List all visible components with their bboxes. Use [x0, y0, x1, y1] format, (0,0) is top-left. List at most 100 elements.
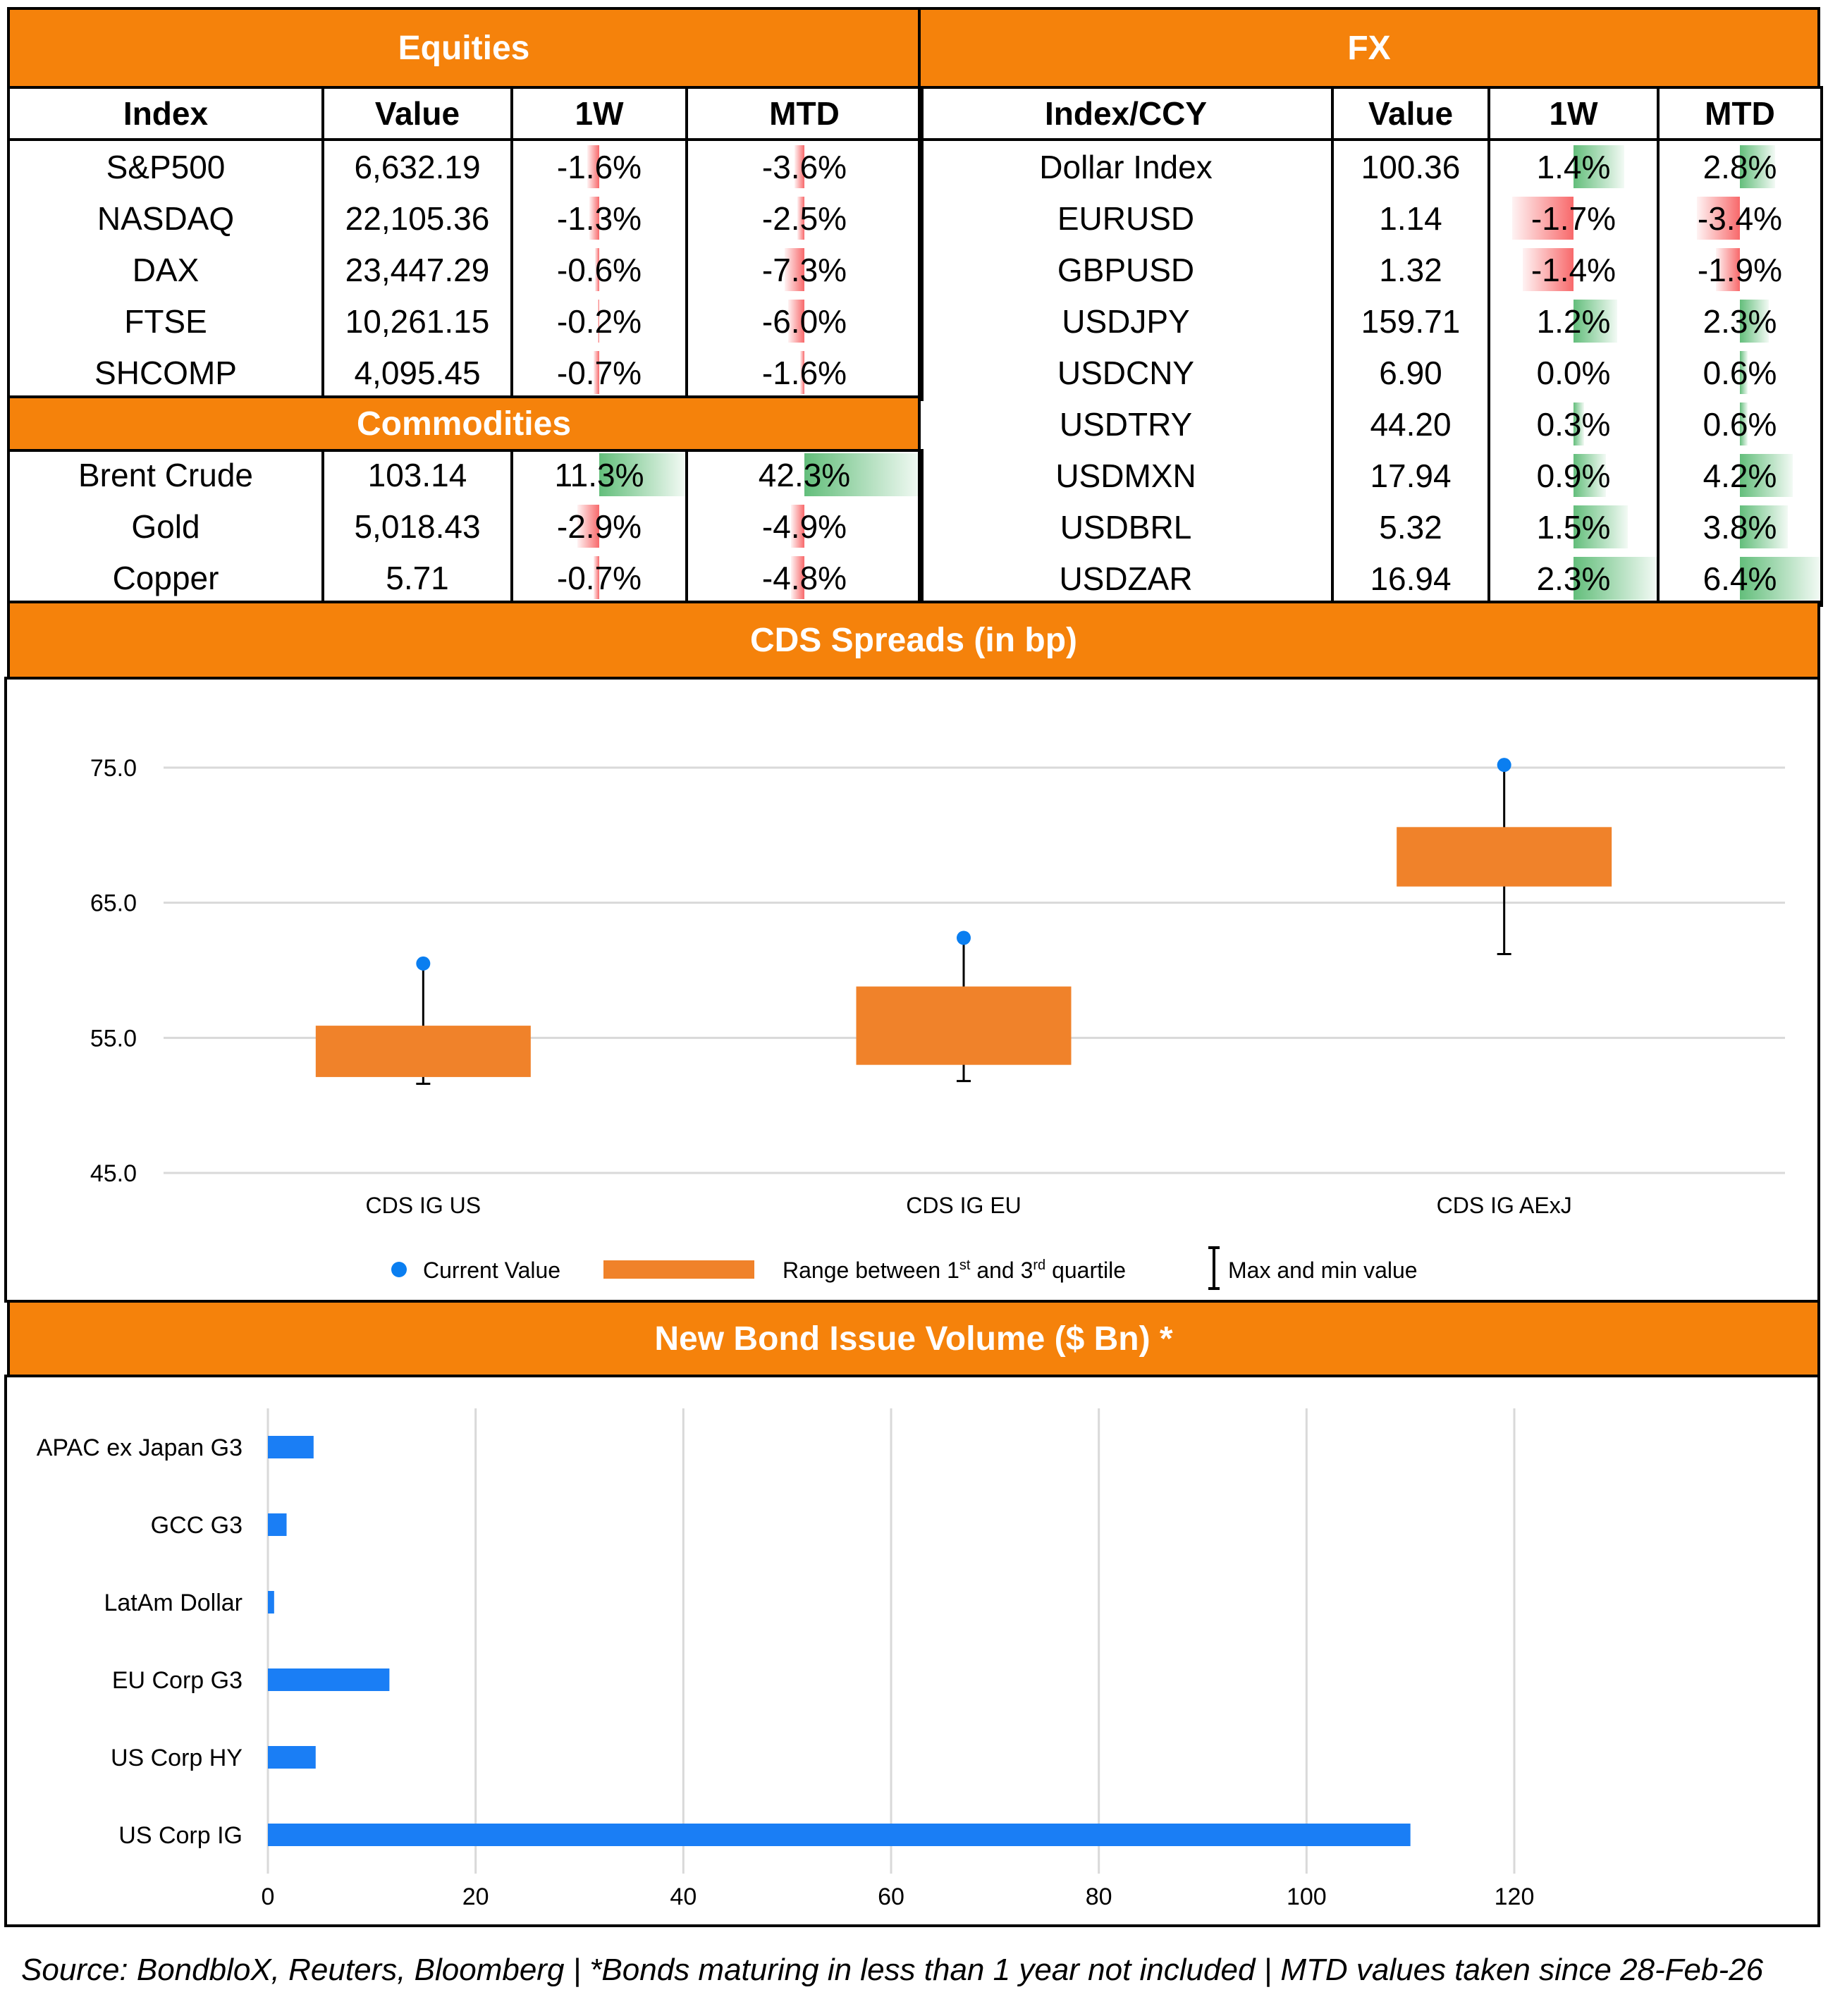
legend-range-part: st	[959, 1258, 971, 1273]
equities-title: Equities	[398, 29, 530, 67]
change-1w-databar	[1574, 505, 1628, 548]
change-mtd-databar	[794, 145, 804, 188]
table-row: Brent Crude 103.14 11.3% 42.3%	[7, 449, 924, 500]
change-1w-databar	[594, 351, 599, 394]
change-1w-value: 11.3%	[554, 456, 644, 493]
change-mtd-value: 2.8%	[1703, 148, 1777, 185]
row-mtd: 0.6%	[1657, 347, 1823, 398]
change-1w-databar	[599, 453, 685, 496]
row-name: USDBRL	[918, 501, 1334, 553]
quartile-box	[315, 1026, 531, 1077]
row-mtd: -2.5%	[685, 192, 924, 244]
change-mtd-databar	[1716, 248, 1740, 291]
change-mtd-databar	[787, 300, 804, 343]
table-row: SHCOMP 4,095.45 -0.7% -1.6%	[7, 347, 924, 401]
row-mtd: -4.8%	[685, 552, 924, 606]
change-1w-databar	[577, 505, 599, 548]
x-category-label: CDS IG EU	[906, 1193, 1022, 1218]
volume-bar	[268, 1513, 287, 1536]
row-name: EURUSD	[918, 192, 1334, 244]
legend-range-part: rd	[1033, 1258, 1045, 1273]
row-name: Brent Crude	[7, 449, 324, 500]
row-1w: -0.6%	[510, 244, 688, 295]
change-mtd-value: -4.9%	[761, 508, 847, 545]
quartile-box	[1397, 827, 1612, 887]
row-value: 4,095.45	[321, 347, 513, 401]
fx-table: Index/CCY Value 1W MTD Dollar Index 100.3…	[918, 86, 1823, 607]
change-1w-value: -2.9%	[556, 508, 642, 545]
x-tick-label: 120	[1495, 1883, 1535, 1910]
x-tick-label: 40	[670, 1883, 697, 1910]
row-mtd: -1.9%	[1657, 244, 1823, 295]
row-value: 6,632.19	[321, 140, 513, 192]
volume-bar	[268, 1591, 274, 1614]
row-name: S&P500	[7, 140, 324, 192]
change-1w-value: -0.6%	[556, 251, 642, 288]
volume-bar	[268, 1668, 390, 1691]
change-mtd-databar	[799, 351, 804, 394]
row-1w: 2.3%	[1487, 553, 1660, 607]
volume-bar	[268, 1746, 316, 1769]
row-1w: 1.2%	[1487, 295, 1660, 347]
row-name: DAX	[7, 244, 324, 295]
row-value: 1.32	[1331, 244, 1490, 295]
row-mtd: -6.0%	[685, 295, 924, 347]
y-tick-label: 75.0	[90, 755, 137, 782]
current-value-dot	[416, 956, 431, 971]
table-row: USDZAR 16.94 2.3% 6.4%	[918, 553, 1823, 607]
change-1w-value: -1.7%	[1531, 199, 1617, 237]
change-mtd-databar	[1697, 197, 1740, 240]
row-name: USDJPY	[918, 295, 1334, 347]
change-1w-value: -0.2%	[556, 302, 642, 340]
change-1w-databar	[1574, 454, 1607, 497]
row-mtd: 0.6%	[1657, 398, 1823, 450]
change-1w-databar	[594, 556, 599, 599]
row-1w: 0.3%	[1487, 398, 1660, 450]
row-name: USDCNY	[918, 347, 1334, 398]
table-row: DAX 23,447.29 -0.6% -7.3%	[7, 244, 924, 295]
change-1w-value: -0.7%	[556, 559, 642, 596]
row-mtd: 2.8%	[1657, 140, 1823, 192]
row-1w: 1.4%	[1487, 140, 1660, 192]
row-1w: 1.5%	[1487, 501, 1660, 553]
legend-range-marker	[603, 1260, 754, 1279]
y-category-label: EU Corp G3	[112, 1667, 243, 1694]
row-value: 16.94	[1331, 553, 1490, 607]
change-1w-databar	[1523, 248, 1574, 291]
change-1w-value: -1.3%	[556, 199, 642, 237]
change-1w-databar	[594, 248, 599, 291]
row-name: USDMXN	[918, 450, 1334, 501]
row-value: 23,447.29	[321, 244, 513, 295]
change-mtd-value: -6.0%	[761, 302, 847, 340]
y-category-label: APAC ex Japan G3	[37, 1434, 243, 1461]
change-1w-databar	[589, 197, 599, 240]
change-mtd-databar	[790, 505, 804, 548]
change-mtd-value: 3.8%	[1703, 508, 1777, 546]
col-header-1w: 1W	[510, 86, 688, 141]
y-category-label: LatAm Dollar	[104, 1590, 243, 1616]
equities-table: Index Value 1W MTD S&P500 6,632.19 -1.6% -3…	[7, 86, 924, 401]
change-mtd-databar	[1740, 351, 1748, 394]
row-1w: 11.3%	[510, 449, 688, 500]
row-1w: 0.0%	[1487, 347, 1660, 398]
row-mtd: -3.6%	[685, 140, 924, 192]
change-mtd-value: -4.8%	[761, 559, 847, 596]
change-mtd-value: -7.3%	[761, 251, 847, 288]
change-1w-value: 1.5%	[1536, 508, 1611, 546]
change-mtd-value: 0.6%	[1703, 354, 1777, 391]
change-1w-value: 2.3%	[1536, 560, 1611, 597]
row-name: NASDAQ	[7, 192, 324, 244]
bond-header: New Bond Issue Volume ($ Bn) *	[7, 1300, 1820, 1377]
change-mtd-databar	[791, 556, 804, 599]
row-1w: -1.4%	[1487, 244, 1660, 295]
row-mtd: 6.4%	[1657, 553, 1823, 607]
change-1w-databar	[1574, 557, 1657, 600]
change-mtd-value: 2.3%	[1703, 302, 1777, 340]
row-1w: -0.7%	[510, 552, 688, 606]
row-1w: -0.7%	[510, 347, 688, 401]
col-header-value: Value	[1331, 86, 1490, 141]
x-tick-label: 0	[262, 1883, 275, 1910]
row-name: USDZAR	[918, 553, 1334, 607]
equities-header: Equities	[7, 7, 921, 89]
change-1w-databar	[1574, 402, 1585, 445]
